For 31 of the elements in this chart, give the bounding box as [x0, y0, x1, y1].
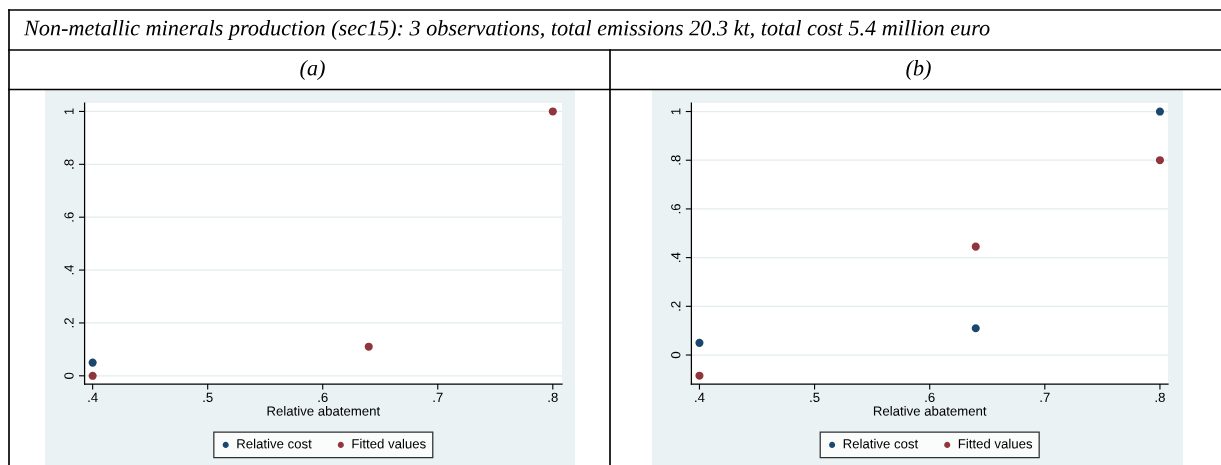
y-tick-label: 0: [64, 372, 74, 379]
y-tick-label: .6: [671, 204, 681, 214]
x-tick-label: .8: [1155, 392, 1165, 403]
y-tick-label: .2: [671, 301, 681, 311]
y-tick-label: .6: [64, 212, 74, 222]
x-tick-label: .8: [548, 392, 558, 403]
x-tick-label: .5: [203, 392, 213, 403]
y-tick-label: .8: [64, 159, 74, 169]
x-tick-label: .4: [88, 392, 98, 402]
legend-label: Fitted values: [958, 438, 1033, 449]
legend-label: Fitted values: [352, 438, 426, 449]
y-tick-label: .8: [671, 155, 681, 165]
legend-label: Relative cost: [237, 438, 312, 449]
x-tick-label: .5: [810, 392, 820, 403]
chart-title: (a): [300, 59, 325, 81]
x-tick-label: .6: [925, 392, 935, 403]
x-tick-label: .7: [433, 392, 443, 402]
chart-title: (b): [906, 59, 931, 81]
y-tick-label: .4: [671, 252, 681, 262]
x-axis-title: Relative abatement: [267, 406, 381, 416]
y-tick-label: 1: [671, 108, 681, 115]
legend-label: Relative cost: [843, 438, 919, 449]
x-tick-label: .4: [695, 392, 705, 402]
x-tick-label: .7: [1040, 392, 1050, 402]
text: Non-metallic minerals production (sec15): 3 observations, total emissions 20.3 kt, total cost 5.4 million euro: [23, 19, 990, 41]
y-tick-label: .2: [64, 318, 74, 328]
x-axis-title: Relative abatement: [873, 406, 987, 416]
x-tick-label: .6: [318, 392, 328, 403]
y-tick-label: .4: [64, 264, 74, 275]
y-tick-label: 0: [671, 351, 681, 359]
y-tick-label: 1: [64, 108, 74, 115]
